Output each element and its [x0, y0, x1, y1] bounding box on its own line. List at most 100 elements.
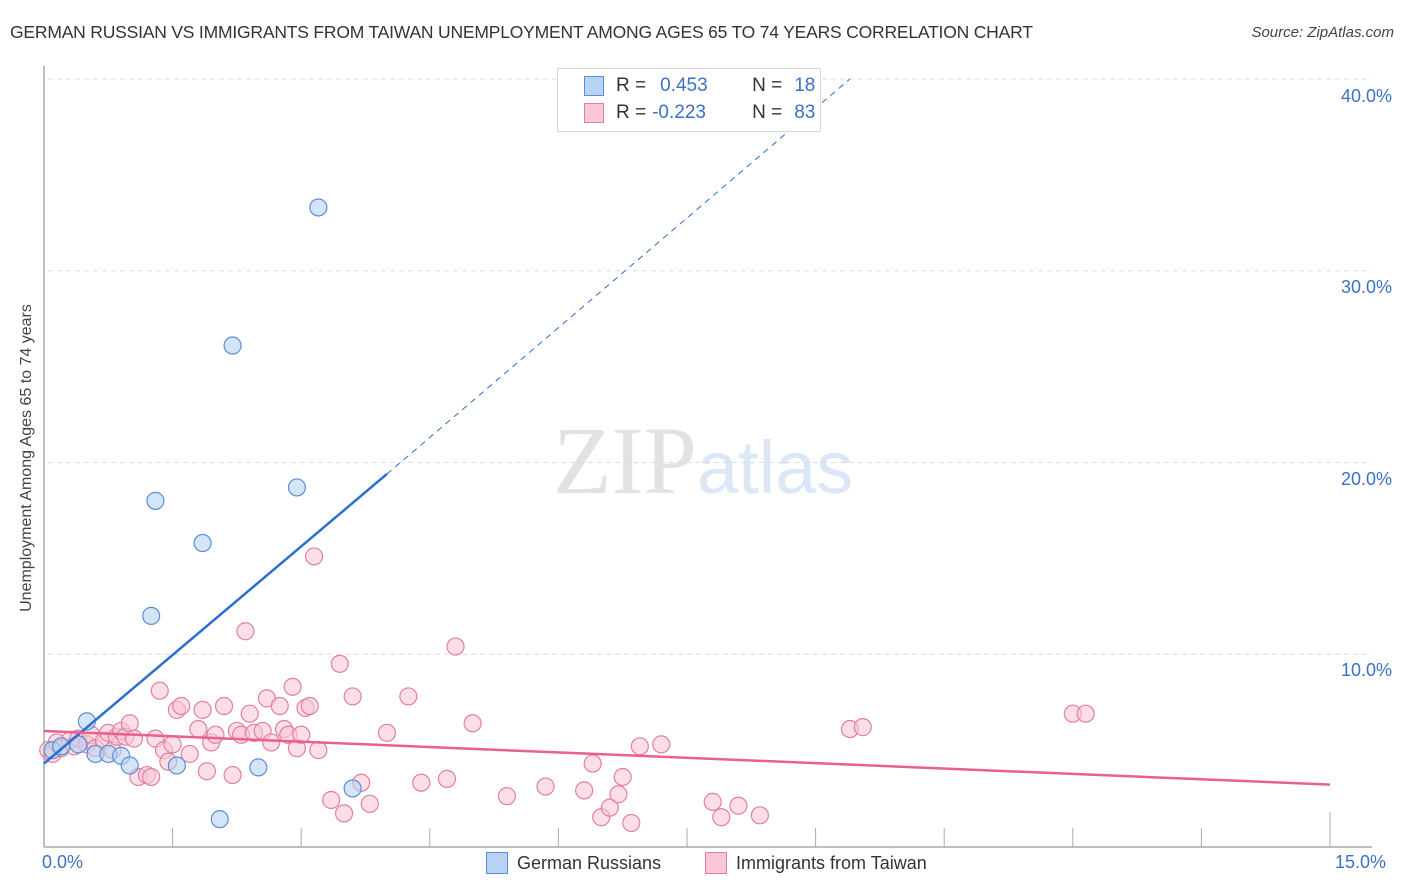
immigrants-from-taiwan-trend-line [43, 729, 1331, 786]
data-point [142, 767, 161, 787]
r-label: R = [616, 75, 647, 96]
stats-legend: R = 0.453 N = 18 R = -0.223 N = 83 [557, 68, 821, 132]
r-value: 0.453 [660, 75, 708, 96]
data-point [729, 796, 748, 815]
data-point [52, 737, 71, 756]
data-point [304, 547, 324, 566]
data-point [322, 790, 341, 810]
german-russians-trend-extension [386, 78, 851, 475]
trend-lines [43, 78, 1331, 786]
data-point [750, 806, 769, 825]
legend-item-immigrants-from-taiwan: Immigrants from Taiwan [705, 852, 927, 874]
data-point [283, 677, 302, 696]
x-tick-max: 15.0% [1335, 852, 1387, 872]
data-point [172, 696, 191, 716]
n-value: 83 [794, 102, 816, 123]
gridlines [48, 78, 1372, 655]
data-point [583, 754, 602, 773]
pink-swatch-icon [584, 103, 604, 123]
data-point [463, 714, 482, 733]
data-point [193, 700, 212, 719]
immigrants-from-taiwan-points [39, 547, 1095, 833]
watermark-zip: ZIP [553, 407, 697, 514]
data-point [262, 733, 281, 752]
stats-row-german-russians: R = 0.453 N = 18 [584, 74, 815, 98]
data-point [334, 804, 354, 823]
data-point [609, 785, 628, 804]
n-value: 18 [794, 75, 816, 96]
data-point [193, 533, 212, 553]
y-tick-10: 10.0% [1340, 660, 1392, 680]
n-label: N = [752, 75, 783, 96]
data-point [197, 762, 216, 781]
data-point [240, 704, 259, 723]
r-value: -0.223 [652, 102, 706, 123]
blue-swatch-icon [486, 852, 508, 874]
watermark-atlas: atlas [697, 426, 854, 509]
data-point [309, 741, 328, 760]
chart-title: GERMAN RUSSIAN VS IMMIGRANTS FROM TAIWAN… [10, 22, 1033, 42]
data-point [150, 681, 169, 700]
data-point [343, 687, 362, 706]
data-point [377, 723, 397, 742]
data-point [180, 744, 199, 764]
data-point [287, 478, 307, 497]
data-point [437, 769, 457, 788]
data-point [600, 798, 619, 817]
data-point [223, 765, 242, 785]
data-point [536, 777, 555, 796]
data-point [652, 735, 671, 754]
data-point [703, 792, 722, 811]
data-point [210, 810, 229, 829]
data-point [309, 198, 328, 217]
data-point [189, 719, 208, 739]
data-point [167, 756, 186, 775]
data-point [124, 729, 144, 748]
data-point [146, 491, 165, 510]
r-label: R = [616, 102, 647, 123]
data-point [412, 773, 431, 792]
data-point [575, 781, 594, 800]
data-point [343, 779, 362, 798]
data-point [236, 622, 255, 641]
data-point [214, 696, 234, 716]
data-point [399, 687, 418, 706]
data-point [853, 718, 872, 737]
data-point [446, 637, 465, 656]
german-russians-trend-line [43, 473, 388, 765]
y-tick-30: 30.0% [1340, 277, 1392, 297]
y-axis-label: Unemployment Among Ages 65 to 74 years [18, 304, 35, 612]
legend-item-german-russians: German Russians [486, 852, 661, 874]
data-point [622, 813, 641, 833]
data-point [270, 696, 289, 716]
data-point [712, 808, 731, 827]
x-tick-min: 0.0% [42, 852, 84, 872]
german-russians-points [43, 198, 362, 829]
legend-label: German Russians [517, 852, 662, 873]
data-point [330, 654, 349, 673]
data-point [120, 756, 139, 775]
y-tick-20: 20.0% [1340, 469, 1392, 489]
blue-swatch-icon [584, 76, 604, 96]
n-label: N = [752, 102, 783, 123]
axes [43, 66, 1372, 848]
data-point [613, 767, 632, 787]
data-point [120, 714, 139, 733]
pink-swatch-icon [705, 852, 727, 874]
watermark: ZIPatlas [553, 405, 853, 516]
data-point [630, 737, 649, 756]
data-point [163, 735, 182, 754]
data-point [292, 725, 311, 744]
data-point [223, 336, 242, 355]
stats-row-immigrants-from-taiwan: R = -0.223 N = 83 [584, 101, 815, 125]
data-point [1076, 704, 1095, 723]
data-point [206, 725, 225, 744]
data-point [497, 787, 517, 806]
data-point [360, 794, 379, 813]
data-point [142, 606, 161, 626]
legend-label: Immigrants from Taiwan [736, 852, 927, 873]
data-point [249, 758, 268, 777]
y-tick-40: 40.0% [1340, 86, 1392, 106]
data-point [300, 696, 319, 716]
